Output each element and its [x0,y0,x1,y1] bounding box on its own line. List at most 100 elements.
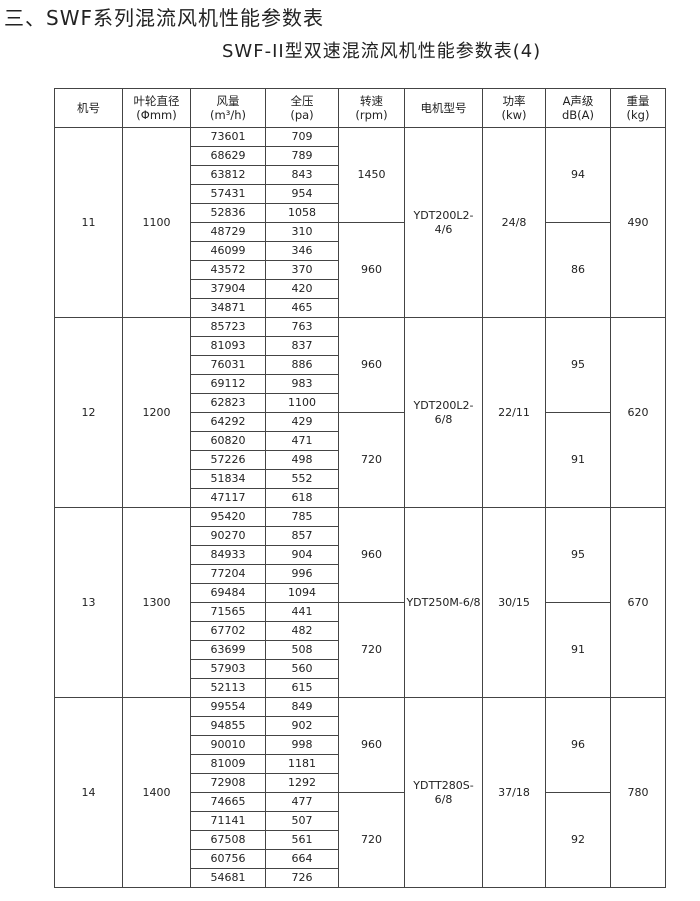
table-row: 62823 1100 [55,393,666,413]
table-row: 13 1300 95420 785 960 YDT250M-6/8 30/15 95 670 [54,507,666,698]
weight-cell: 620 [610,317,666,508]
pressure-cell: 857 [265,526,339,546]
performance-table: 机号 叶轮直径 (Φmm) 风量 (m³/h) 全压 (pa) 转速 (rpm) 电机型号 功率 (k… [54,88,666,888]
header-impeller-diameter: 叶轮直径 (Φmm) [122,88,191,128]
power-cell: 22/11 [482,317,546,508]
header-speed: 转速 (rpm) [338,88,405,128]
air-volume-cell: 68629 [190,146,266,166]
diameter-cell: 1100 [122,127,191,318]
motor-cell: YDTT280S-6/8 [404,697,483,888]
pressure-cell: 763 [265,317,339,337]
pressure-cell: 615 [265,678,339,698]
air-volume-cell: 57431 [190,184,266,204]
table-row: 47117 618 [55,488,666,508]
table-row: 76031 886 [55,355,666,375]
air-volume-cell: 62823 [190,393,266,413]
air-volume-cell: 37904 [190,279,266,299]
motor-cell: YDT200L2-4/6 [404,127,483,318]
air-volume-cell: 67702 [190,621,266,641]
header-text: A声级 [562,94,594,108]
table-row: 69112 983 [55,374,666,394]
weight-cell: 780 [610,697,666,888]
air-volume-cell: 71565 [190,602,266,622]
table-row: 77204 996 [55,564,666,584]
pressure-cell: 1181 [265,754,339,774]
table-row: 52113 615 [55,678,666,698]
header-text: 叶轮直径 [133,94,180,108]
pressure-cell: 618 [265,488,339,508]
header-weight: 重量 (kg) [610,88,666,128]
pressure-cell: 998 [265,735,339,755]
table-row: 54681 726 [55,868,666,888]
air-volume-cell: 57903 [190,659,266,679]
air-volume-cell: 90270 [190,526,266,546]
air-volume-cell: 85723 [190,317,266,337]
header-text: 重量 [626,94,650,108]
table-row: 84933 904 [55,545,666,565]
model-no-cell: 13 [54,507,123,698]
table-row: 43572 370 [55,260,666,280]
pressure-cell: 1094 [265,583,339,603]
header-text: 转速 [360,94,383,108]
table-title: SWF-II型双速混流风机性能参数表(4) [222,41,542,62]
pressure-cell: 477 [265,792,339,812]
air-volume-cell: 60820 [190,431,266,451]
speed-cell: 720 [338,602,405,698]
air-volume-cell: 63812 [190,165,266,185]
header-row: 机号 叶轮直径 (Φmm) 风量 (m³/h) 全压 (pa) 转速 (rpm) 电机型号 功率 (k… [54,88,666,128]
header-air-volume: 风量 (m³/h) [190,88,266,128]
header-motor-model: 电机型号 [404,88,483,128]
table-row: 81093 837 [55,336,666,356]
header-text: 全压 [290,94,314,108]
pressure-cell: 507 [265,811,339,831]
speed-cell: 720 [338,412,405,508]
air-volume-cell: 72908 [190,773,266,793]
header-text: 功率 [502,94,526,108]
sound-level-cell: 96 [545,697,611,793]
section-title: 三、SWF系列混流风机性能参数表 [4,6,324,30]
header-model-no: 机号 [54,88,123,128]
speed-cell: 960 [338,697,405,793]
air-volume-cell: 48729 [190,222,266,242]
header-text: 风量 [216,94,240,108]
air-volume-cell: 81009 [190,754,266,774]
header-text: (m³/h) [210,108,246,122]
motor-cell: YDT250M-6/8 [404,507,483,698]
air-volume-cell: 73601 [190,127,266,147]
sound-level-cell: 95 [545,507,611,603]
air-volume-cell: 77204 [190,564,266,584]
pressure-cell: 902 [265,716,339,736]
pressure-cell: 904 [265,545,339,565]
header-text: 机号 [77,101,100,115]
diameter-cell: 1200 [122,317,191,508]
table-row: 48729 310 960 86 [55,222,666,318]
air-volume-cell: 52113 [190,678,266,698]
air-volume-cell: 94855 [190,716,266,736]
pressure-cell: 471 [265,431,339,451]
pressure-cell: 310 [265,222,339,242]
pressure-cell: 996 [265,564,339,584]
header-text: (pa) [290,108,314,122]
pressure-cell: 1292 [265,773,339,793]
table-row: 57431 954 [55,184,666,204]
air-volume-cell: 90010 [190,735,266,755]
air-volume-cell: 69484 [190,583,266,603]
sound-level-cell: 92 [545,792,611,888]
pressure-cell: 346 [265,241,339,261]
table-row: 74665 477 720 92 [55,792,666,888]
pressure-cell: 420 [265,279,339,299]
air-volume-cell: 47117 [190,488,266,508]
speed-cell: 720 [338,792,405,888]
pressure-cell: 465 [265,298,339,318]
air-volume-cell: 64292 [190,412,266,432]
speed-cell: 1450 [338,127,405,223]
table-row: 57226 498 [55,450,666,470]
model-no-cell: 11 [54,127,123,318]
sound-level-cell: 94 [545,127,611,223]
pressure-cell: 843 [265,165,339,185]
diameter-cell: 1300 [122,507,191,698]
pressure-cell: 370 [265,260,339,280]
speed-cell: 960 [338,507,405,603]
header-total-pressure: 全压 (pa) [265,88,339,128]
pressure-cell: 561 [265,830,339,850]
